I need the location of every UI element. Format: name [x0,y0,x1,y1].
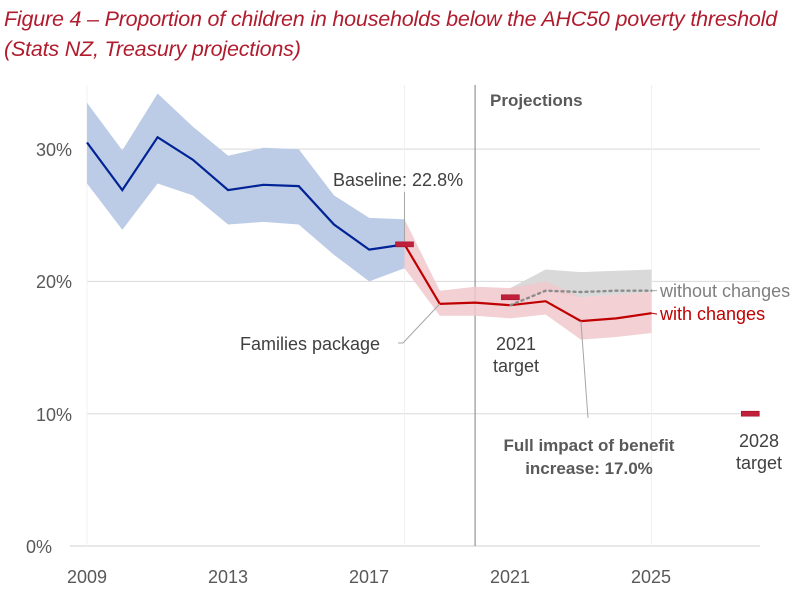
families-package-leader-line [398,303,441,344]
chart-title-line2: (Stats NZ, Treasury projections) [4,37,301,61]
families-package-label: Families package [240,334,380,354]
chart-title: Figure 4 – Proportion of children in hou… [4,4,777,64]
x-tick-label: 2021 [490,567,530,587]
target-markers [395,241,760,417]
y-tick-label: 30% [36,140,72,160]
text-labels: 30% 20% 10% 0% 2009 2013 2017 2021 2025 … [26,91,790,587]
target-marker [501,294,520,301]
x-tick-label: 2013 [208,567,248,587]
x-tick-label: 2009 [67,567,107,587]
full-impact-label-line2: increase: 17.0% [525,459,653,478]
y-tick-label: 0% [26,537,52,557]
target-marker [740,410,760,417]
historic-line [86,135,405,251]
target-2028-label-line2: target [736,453,782,473]
legend-with-leader [651,312,658,315]
with-changes-line [403,243,652,323]
with-changes-band [404,219,652,340]
legend-with-changes: with changes [659,304,765,324]
without-changes-line [509,289,653,307]
x-tick-label: 2025 [631,567,671,587]
projections-label: Projections [490,91,583,110]
full-impact-leader-line [580,321,589,419]
legend-without-changes: without changes [659,281,790,301]
confidence-bands [87,93,652,340]
without-changes-band [510,269,652,306]
target-marker [395,241,414,248]
chart-title-line1: Figure 4 – Proportion of children in hou… [4,7,777,31]
target-2028-label-line1: 2028 [739,431,779,451]
y-tick-label: 20% [36,272,72,292]
target-2021-label-line1: 2021 [496,334,536,354]
baseline-label: Baseline: 22.8% [333,170,463,190]
y-tick-label: 10% [36,405,72,425]
series-lines [86,135,653,323]
x-tick-label: 2017 [349,567,389,587]
target-2021-label-line2: target [493,356,539,376]
annotation-leader-lines [398,192,658,419]
full-impact-label-line1: Full impact of benefit [504,436,675,455]
